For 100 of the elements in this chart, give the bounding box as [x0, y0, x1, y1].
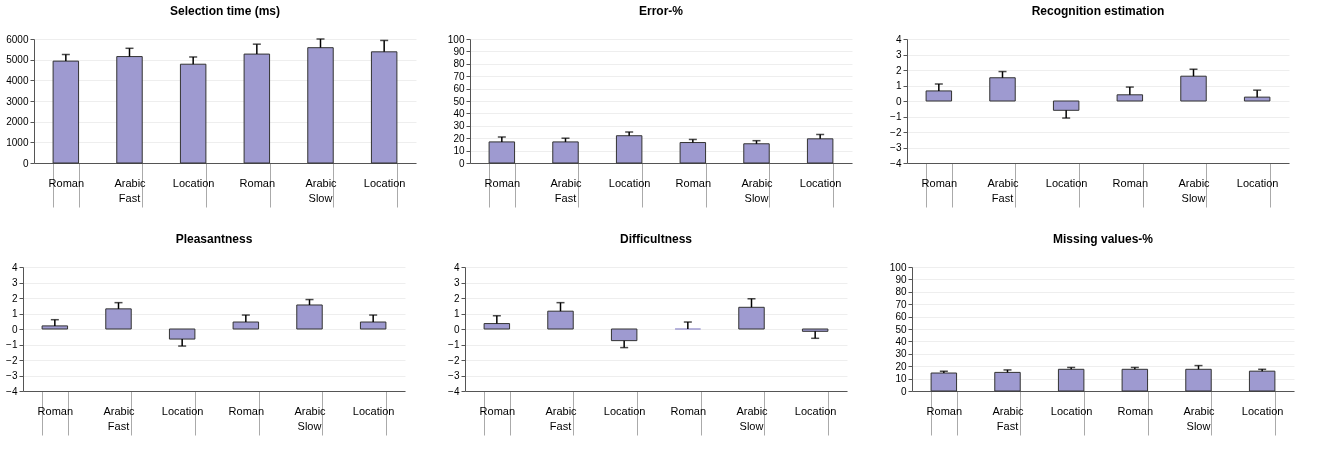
- y-tick-label: 40: [453, 107, 465, 119]
- y-tick-label: 100: [889, 261, 907, 273]
- bar: [307, 47, 334, 164]
- y-tick-label: 80: [453, 58, 465, 70]
- y-tick-label: 1: [895, 80, 902, 91]
- x-tick-label: Roman: [675, 176, 712, 189]
- text: Fast: [996, 420, 1019, 432]
- bar: [615, 135, 643, 164]
- bar: [989, 77, 1016, 102]
- text: Fast: [107, 420, 130, 432]
- y-tick-label: 4: [11, 261, 18, 273]
- bar: [488, 141, 516, 164]
- bar: [552, 141, 579, 164]
- y-tick-label: −1: [6, 339, 18, 350]
- text: Slow: [744, 192, 769, 204]
- x-tick-label: Arabic: [736, 404, 769, 417]
- y-tick-label: 100: [447, 33, 465, 45]
- x-tick-label: Roman: [921, 176, 958, 189]
- x-tick-label: Roman: [1117, 404, 1154, 417]
- x-tick-label: Roman: [479, 404, 516, 417]
- x-tick-label: Location: [603, 404, 646, 417]
- y-tick-label: −4: [448, 385, 460, 397]
- bar: [1243, 96, 1271, 102]
- y-tick-label: 4: [895, 33, 902, 45]
- x-tick-label: Location: [1241, 404, 1284, 417]
- chart-title: Selection time (ms): [169, 4, 281, 18]
- x-tick-label: Roman: [1112, 176, 1149, 189]
- x-tick-label: Roman: [926, 404, 963, 417]
- x-tick-label: Location: [161, 404, 204, 417]
- y-tick-label: 4000: [6, 74, 29, 86]
- x-tick-label: Roman: [48, 176, 85, 189]
- bar: [52, 60, 80, 164]
- y-tick-label: 10: [453, 145, 465, 157]
- y-tick-label: −4: [890, 157, 902, 169]
- y-tick-label: 0: [458, 157, 465, 169]
- y-tick-label: 6000: [6, 33, 29, 45]
- x-tick-label: Location: [794, 404, 837, 417]
- y-tick-label: 2000: [6, 116, 29, 128]
- y-tick-label: 0: [900, 385, 907, 397]
- y-tick-label: −4: [6, 385, 18, 397]
- x-tick-label: Location: [608, 176, 651, 189]
- x-tick-label: Arabic: [545, 404, 578, 417]
- y-tick-label: 3: [453, 277, 460, 288]
- text: Slow: [1181, 192, 1206, 204]
- y-tick-label: −1: [890, 111, 902, 122]
- chart-title: Error-%: [638, 4, 684, 18]
- bar: [547, 310, 574, 330]
- y-tick-label: 20: [895, 360, 907, 372]
- y-tick-label: 60: [895, 311, 907, 323]
- x-tick-label: Arabic: [987, 176, 1020, 189]
- y-tick-label: 0: [895, 95, 902, 107]
- y-tick-label: 0: [22, 157, 29, 169]
- x-tick-label: Roman: [228, 404, 265, 417]
- bar: [1116, 94, 1144, 102]
- x-tick-label: Roman: [37, 404, 74, 417]
- bar: [925, 90, 953, 102]
- x-tick-label: Arabic: [992, 404, 1025, 417]
- y-tick-label: 70: [895, 298, 907, 310]
- x-tick-label: Roman: [239, 176, 276, 189]
- x-tick-label: Location: [352, 404, 395, 417]
- text: Fast: [991, 192, 1014, 204]
- text: Fast: [549, 420, 572, 432]
- bar: [168, 328, 196, 340]
- y-tick-label: 2: [453, 292, 460, 304]
- y-tick-label: 50: [453, 95, 465, 107]
- x-tick-label: Location: [1050, 404, 1093, 417]
- y-tick-label: 70: [453, 70, 465, 82]
- x-tick-label: Arabic: [550, 176, 583, 189]
- y-tick-label: 3000: [6, 95, 29, 107]
- y-tick-label: 3: [895, 49, 902, 60]
- y-tick-label: 90: [453, 45, 465, 57]
- bar: [243, 53, 271, 164]
- text: Slow: [297, 420, 322, 432]
- x-tick-label: Arabic: [1178, 176, 1211, 189]
- bar: [743, 143, 770, 164]
- y-tick-label: 0: [453, 323, 460, 335]
- bar: [359, 321, 387, 330]
- text: Slow: [308, 192, 333, 204]
- y-tick-label: −2: [890, 126, 902, 138]
- y-tick-label: 5000: [6, 54, 29, 66]
- chart-title: Pleasantness: [175, 232, 253, 246]
- y-tick-label: 1: [453, 308, 460, 319]
- text: Fast: [118, 192, 141, 204]
- text: Fast: [554, 192, 577, 204]
- bar: [806, 138, 834, 164]
- bar: [1052, 100, 1080, 111]
- x-tick-label: Roman: [670, 404, 707, 417]
- y-tick-label: 30: [453, 120, 465, 132]
- y-tick-label: −1: [448, 339, 460, 350]
- bar: [232, 321, 260, 330]
- y-tick-label: 1000: [6, 136, 29, 148]
- y-tick-label: −3: [890, 142, 902, 153]
- y-tick-label: 3: [11, 277, 18, 288]
- y-tick-label: 4: [453, 261, 460, 273]
- x-tick-label: Arabic: [741, 176, 774, 189]
- y-tick-label: 90: [895, 273, 907, 285]
- bar: [41, 325, 69, 330]
- bar: [801, 328, 829, 332]
- x-tick-label: Arabic: [103, 404, 136, 417]
- x-tick-label: Location: [1045, 176, 1088, 189]
